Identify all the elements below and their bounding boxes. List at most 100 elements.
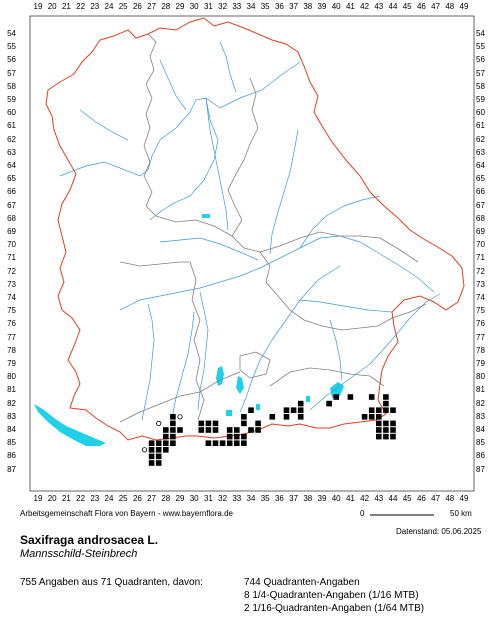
occurrence-dot	[155, 460, 162, 466]
x-tick-top-47: 47	[431, 2, 441, 11]
alpine-lake-3	[306, 396, 310, 402]
y-tick-left-55: 55	[7, 42, 16, 52]
x-tick-bottom-43: 43	[374, 494, 384, 503]
y-tick-left-58: 58	[7, 81, 16, 91]
occurrence-dot	[205, 427, 212, 433]
occurrence-dot	[290, 407, 297, 413]
occurrence-dot	[163, 447, 169, 453]
occurrence-dot	[390, 433, 396, 440]
x-tick-top-31: 31	[203, 2, 213, 11]
occurrence-dot	[198, 420, 205, 427]
occurrence-dot	[255, 420, 261, 427]
x-tick-top-36: 36	[274, 2, 284, 11]
x-tick-bottom-37: 37	[289, 494, 299, 503]
y-tick-left-81: 81	[7, 385, 16, 395]
occurrence-dot	[234, 433, 240, 440]
occurrence-dot	[326, 400, 332, 407]
occurrence-dot	[297, 400, 304, 407]
y-tick-left-80: 80	[7, 372, 16, 382]
y-tick-right-67: 67	[476, 200, 485, 210]
occurrence-dot	[248, 427, 254, 433]
x-tick-top-21: 21	[61, 2, 71, 11]
summary-text: 755 Angaben aus 71 Quadranten, davon:	[20, 577, 203, 588]
historic-record-dot	[156, 420, 162, 426]
scale-end-label: 50 km	[450, 509, 472, 518]
occurrence-dot	[170, 420, 176, 427]
regen-river	[299, 195, 381, 249]
occurrence-dot	[226, 433, 233, 440]
district-border-schwaben-oberbayern	[189, 261, 205, 421]
occurrence-dot	[198, 427, 205, 433]
x-tick-bottom-24: 24	[104, 494, 114, 503]
x-tick-bottom-36: 36	[274, 494, 284, 503]
occurrence-dot	[212, 420, 219, 427]
scale-start-label: 0	[360, 509, 365, 518]
occurrence-dot	[383, 427, 389, 433]
y-tick-right-85: 85	[476, 438, 485, 448]
occurrence-dot	[241, 433, 247, 440]
x-tick-top-39: 39	[317, 2, 327, 11]
x-tick-top-45: 45	[402, 2, 412, 11]
x-tick-top-40: 40	[331, 2, 341, 11]
naab-river	[269, 129, 299, 255]
x-tick-top-35: 35	[260, 2, 270, 11]
map-frame	[29, 15, 475, 492]
occurrence-dot	[376, 414, 382, 420]
occurrence-dot	[248, 407, 254, 413]
occurrence-dot	[205, 440, 212, 446]
occurrence-dot	[269, 414, 276, 420]
x-tick-top-34: 34	[246, 2, 256, 11]
y-tick-left-83: 83	[7, 411, 16, 421]
y-tick-right-62: 62	[476, 134, 485, 144]
x-tick-bottom-20: 20	[47, 494, 57, 503]
y-tick-right-79: 79	[476, 359, 485, 368]
x-tick-top-28: 28	[161, 2, 171, 11]
y-tick-right-69: 69	[476, 227, 485, 236]
main-river-south-loop	[149, 97, 219, 221]
x-tick-top-38: 38	[303, 2, 313, 11]
x-tick-bottom-21: 21	[61, 494, 71, 503]
x-tick-bottom-30: 30	[189, 494, 199, 503]
x-tick-top-44: 44	[388, 2, 398, 11]
occurrence-dot	[155, 440, 162, 446]
occurrence-dot	[148, 447, 155, 453]
district-border-unterfranken-oberfranken	[143, 33, 157, 217]
x-tick-bottom-38: 38	[303, 494, 313, 503]
common-name: Mannsschild-Steinbrech	[20, 548, 138, 560]
x-tick-bottom-29: 29	[175, 494, 185, 503]
donau-river	[119, 235, 435, 311]
x-tick-top-24: 24	[104, 2, 114, 11]
occurrence-dot	[390, 427, 396, 433]
y-tick-right-61: 61	[476, 121, 485, 131]
x-tick-top-19: 19	[33, 2, 43, 11]
bodensee-lake	[34, 404, 106, 446]
occurrence-dot	[234, 440, 240, 446]
x-tick-bottom-41: 41	[345, 494, 355, 503]
x-tick-top-49: 49	[459, 2, 469, 11]
x-tick-bottom-26: 26	[132, 494, 142, 503]
district-border-oberbayern-niederbayern	[259, 251, 427, 331]
y-tick-right-87: 87	[476, 464, 485, 474]
y-tick-right-86: 86	[476, 451, 485, 461]
y-tick-right-55: 55	[476, 42, 485, 52]
y-tick-right-73: 73	[476, 279, 485, 289]
occurrence-dots-layer	[141, 394, 396, 466]
y-tick-left-79: 79	[7, 359, 16, 368]
y-tick-right-64: 64	[476, 161, 485, 170]
x-tick-bottom-35: 35	[260, 494, 270, 503]
stat-quadrant: 744 Quadranten-Angaben	[244, 577, 360, 588]
x-tick-bottom-23: 23	[90, 494, 100, 503]
x-tick-bottom-25: 25	[118, 494, 128, 503]
district-border-schwaben-north	[119, 261, 190, 267]
occurrence-dot	[163, 427, 169, 433]
occurrence-dot	[368, 407, 375, 413]
district-border-east-alps	[269, 367, 385, 387]
rivers-layer	[59, 41, 441, 421]
x-tick-top-27: 27	[147, 2, 157, 11]
stat-sixteenth-quadrant: 2 1/16-Quadranten-Angaben (1/64 MTB)	[244, 603, 425, 614]
main-river	[59, 61, 301, 177]
wertach-river	[171, 311, 195, 419]
y-tick-left-75: 75	[7, 306, 16, 316]
y-tick-right-58: 58	[476, 81, 485, 91]
